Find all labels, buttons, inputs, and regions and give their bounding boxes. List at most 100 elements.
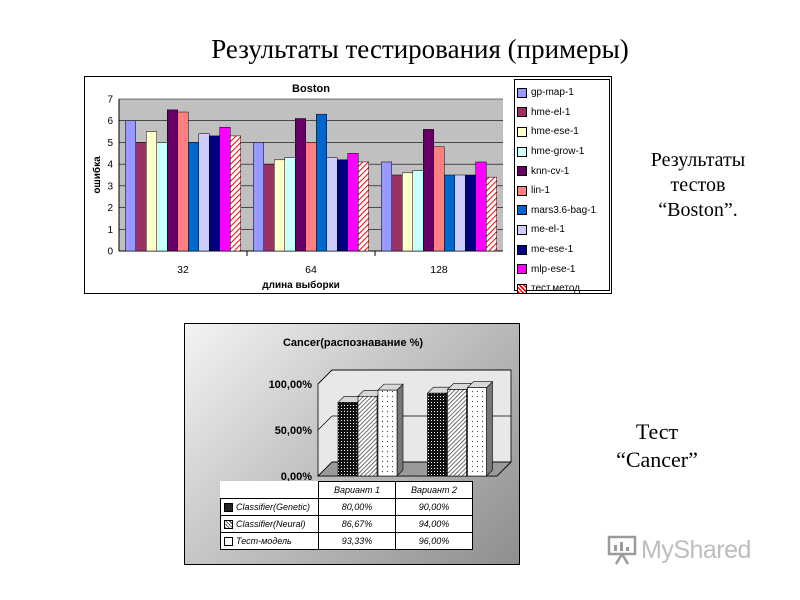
gridline-depth	[317, 415, 333, 431]
watermark-text: MyShared	[641, 535, 751, 564]
bar-тест.метод-32	[230, 135, 241, 252]
legend-label: lin-1	[531, 185, 550, 197]
y-tick-label: 0,00%	[281, 471, 312, 483]
bar-тест.метод-64	[358, 161, 369, 252]
boston-chart-plot: Boston 0 1 2 3 4 5 6 7 32 64 128 длина выборки ошибка	[91, 83, 503, 291]
bar-hme-grow-1-128	[412, 170, 424, 252]
bar-me-ese-1-32	[209, 135, 220, 252]
bar-mars3.6-bag-1-128	[444, 174, 455, 252]
boston-chart: Boston 0 1 2 3 4 5 6 7 32 64 128 длина выборки ошибка…	[84, 76, 612, 294]
table-row-label: Тест-модель	[220, 532, 319, 550]
boston-caption-line-3: “Boston”.	[658, 199, 738, 221]
legend-label: me-ese-1	[531, 244, 574, 256]
cancer-caption: Тест “Cancer”	[592, 418, 722, 474]
y-tick-label: 2	[107, 203, 113, 214]
legend-swatch	[517, 224, 527, 235]
gridline-depth	[317, 369, 333, 385]
boston-caption-line-2: тестов	[670, 174, 726, 196]
x-axis-label: длина выборки	[262, 279, 339, 291]
legend-item: mlp-ese-1	[515, 259, 609, 279]
cancer-chart-plot: Cancer(распознавание %) 0,00% 50,00% 100,00…	[269, 337, 512, 483]
table-row: Classifier(Genetic) 80,00% 90,00%	[220, 498, 473, 516]
table-row-label: Classifier(Genetic)	[220, 498, 319, 516]
legend-swatch	[517, 166, 527, 177]
legend-swatch	[224, 537, 233, 547]
legend-item: gp-map-1	[515, 83, 609, 103]
bar-mlp-ese-1-128	[475, 161, 487, 252]
bar-me-ese-1-64	[337, 159, 348, 252]
table-cell: 90,00%	[395, 498, 473, 516]
legend-swatch	[224, 520, 233, 530]
bar-hme-el-1-128	[391, 174, 403, 252]
table-cell: 86,67%	[318, 515, 396, 533]
bar-hme-el-1-32	[135, 142, 147, 252]
legend-swatch	[517, 185, 527, 196]
legend-swatch	[517, 87, 527, 98]
y-tick-label: 3	[107, 181, 113, 192]
bar-hme-ese-1-128	[402, 172, 413, 252]
chart-title: Boston	[292, 83, 330, 95]
cancer-chart: Cancer(распознавание %) 0,00% 50,00% 100,00…	[184, 323, 520, 565]
bar-mlp-ese-1-64	[347, 153, 359, 252]
legend-item: hme-el-1	[515, 103, 609, 123]
legend-label: hme-el-1	[531, 106, 571, 118]
bar-me-el-1-64	[326, 157, 338, 252]
legend-swatch	[517, 107, 527, 118]
legend-swatch	[224, 503, 233, 513]
bar-hme-ese-1-32	[146, 131, 157, 252]
watermark-logo: MyShared	[607, 534, 751, 566]
legend-swatch	[517, 264, 527, 275]
table-col-header: Вариант 2	[395, 481, 473, 499]
table-cell: 94,00%	[395, 515, 473, 533]
table-header-row: Вариант 1 Вариант 2	[221, 481, 473, 499]
x-tick-label: 32	[177, 264, 189, 276]
legend-swatch	[517, 146, 527, 157]
y-tick-label: 5	[107, 138, 113, 149]
bar-mars3.6-bag-1-64	[316, 113, 327, 252]
bar-lin-1-128	[433, 146, 445, 252]
bar-mlp-ese-1-32	[219, 126, 231, 252]
legend-item: hme-grow-1	[515, 142, 609, 162]
table-col-header: Вариант 1	[318, 481, 396, 499]
bar-Тест-модель-Вариант 2	[466, 380, 494, 477]
bar-me-el-1-32	[198, 133, 210, 252]
bar-hme-grow-1-64	[284, 157, 296, 252]
y-tick-label: 6	[107, 116, 113, 127]
bar-me-el-1-128	[454, 174, 466, 252]
x-tick-label: 64	[305, 264, 317, 276]
legend-item: me-el-1	[515, 220, 609, 240]
y-tick-label: 1	[107, 225, 113, 236]
y-axis-label: ошибка	[91, 156, 103, 194]
chart-title: Cancer(распознавание %)	[283, 337, 423, 349]
legend-swatch	[517, 126, 527, 137]
boston-legend: gp-map-1 hme-el-1 hme-ese-1 hme-grow-1 knn-c…	[514, 79, 610, 295]
bar-Тест-модель-Вариант 1	[377, 383, 404, 477]
legend-swatch	[517, 244, 527, 255]
bar-тест.метод-128	[486, 176, 497, 252]
table-row: Classifier(Neural) 86,67% 94,00%	[220, 515, 473, 533]
bar-hme-el-1-64	[263, 163, 275, 252]
bar-hme-ese-1-64	[274, 159, 285, 252]
legend-label: hme-ese-1	[531, 126, 579, 138]
legend-item: mars3.6-bag-1	[515, 201, 609, 221]
legend-label: mlp-ese-1	[531, 263, 576, 275]
table-cell: 93,33%	[318, 532, 396, 550]
legend-label: тест.метод	[531, 283, 581, 295]
bar-hme-grow-1-32	[156, 142, 168, 252]
bar-knn-cv-1-128	[423, 129, 434, 252]
slide-title: Результаты тестирования (примеры)	[211, 34, 629, 64]
bar-knn-cv-1-64	[295, 118, 306, 252]
cancer-data-table: Вариант 1 Вариант 2 Classifier(Genetic) …	[220, 481, 473, 550]
legend-swatch	[517, 205, 527, 216]
legend-label: mars3.6-bag-1	[531, 204, 597, 216]
bar-gp-map-1-32	[125, 120, 136, 252]
presentation-board-icon	[607, 535, 637, 565]
bar-me-ese-1-128	[465, 174, 476, 252]
table-cell: 80,00%	[318, 498, 396, 516]
table-cell: 96,00%	[395, 532, 473, 550]
bar-mars3.6-bag-1-32	[188, 142, 199, 252]
boston-caption: Результаты тестов “Boston”.	[628, 148, 768, 223]
legend-label: hme-grow-1	[531, 146, 585, 158]
legend-swatch	[517, 283, 527, 294]
legend-item: lin-1	[515, 181, 609, 201]
